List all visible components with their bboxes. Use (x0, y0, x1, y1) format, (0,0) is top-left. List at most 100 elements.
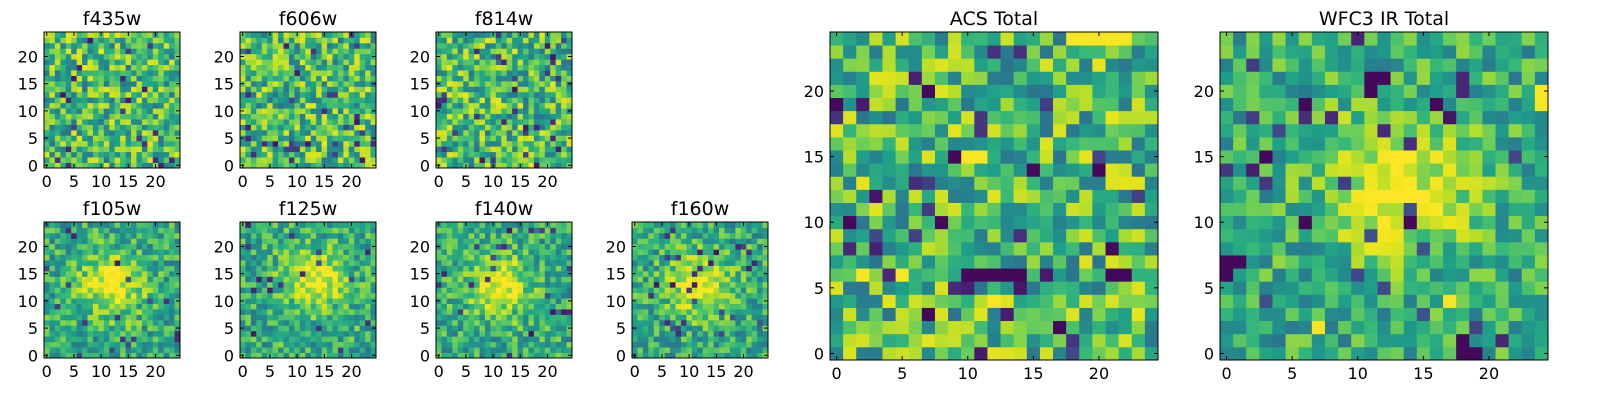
heatmap-cell (267, 37, 274, 44)
heatmap-cell (163, 227, 170, 234)
heatmap-cell (120, 70, 126, 76)
heatmap-cell (746, 352, 753, 359)
heatmap-cell (354, 276, 361, 283)
heatmap-cell (544, 64, 551, 71)
heatmap-cell (484, 86, 491, 93)
heatmap-cell (550, 309, 557, 315)
heatmap-cell (294, 265, 301, 272)
heatmap-cell (49, 124, 56, 131)
heatmap-cell (495, 32, 502, 38)
heatmap-cell (686, 287, 693, 294)
heatmap-cell (103, 292, 110, 299)
heatmap-cell (87, 151, 94, 158)
heatmap-cell (250, 59, 257, 66)
heatmap-cell (65, 309, 72, 315)
heatmap-cell (987, 176, 1001, 190)
heatmap-cell (152, 303, 159, 310)
heatmap-cell (169, 32, 175, 38)
heatmap-cell (670, 319, 676, 326)
heatmap-cell (539, 227, 546, 234)
heatmap-cell (533, 86, 540, 93)
heatmap-cell (528, 227, 535, 234)
heatmap-cell (71, 75, 78, 82)
heatmap-cell (490, 53, 497, 60)
heatmap-cell (528, 157, 535, 163)
heatmap-cell (713, 249, 720, 256)
heatmap-cell (87, 347, 94, 353)
heatmap-cell (245, 108, 252, 114)
heatmap-cell (65, 243, 72, 250)
heatmap-cell (1026, 176, 1041, 190)
heatmap-cell (125, 265, 132, 272)
heatmap-cell (474, 287, 480, 294)
heatmap-cell (702, 292, 709, 299)
heatmap-cell (71, 48, 78, 55)
heatmap-cell (256, 249, 263, 256)
heatmap-cell (691, 270, 698, 277)
heatmap-cell (283, 314, 290, 321)
heatmap-cell (316, 70, 322, 76)
heatmap-cell (539, 347, 546, 353)
heatmap-cell (240, 336, 246, 343)
heatmap-cell (762, 281, 769, 288)
heatmap-cell (245, 59, 252, 66)
heatmap-cell (746, 303, 753, 310)
heatmap-cell (653, 249, 660, 256)
heatmap-cell (169, 157, 175, 163)
heatmap-cell (65, 140, 72, 147)
heatmap-cell (354, 347, 361, 353)
heatmap-cell (120, 91, 126, 98)
heatmap-cell (120, 298, 126, 304)
heatmap-cell (71, 97, 78, 104)
heatmap-cell (131, 151, 137, 158)
heatmap-cell (261, 48, 268, 55)
heatmap-cell (490, 70, 497, 76)
heatmap-cell (141, 140, 148, 147)
heatmap-cell (131, 281, 137, 288)
heatmap-cell (539, 48, 546, 55)
heatmap-cell (354, 270, 361, 277)
heatmap-cell (278, 270, 284, 277)
heatmap-cell (141, 70, 148, 76)
heatmap-cell (724, 222, 731, 228)
heatmap-cell (555, 53, 562, 60)
heatmap-cell (114, 347, 121, 353)
heatmap-cell (288, 276, 295, 283)
heatmap-cell (484, 80, 491, 87)
heatmap-cell (163, 347, 170, 353)
heatmap-cell (506, 330, 513, 337)
heatmap-cell (103, 108, 110, 114)
heatmap-cell (337, 325, 344, 332)
heatmap-cell (283, 146, 290, 153)
heatmap-cell (642, 287, 649, 294)
heatmap-cell (675, 330, 682, 337)
heatmap-cell (272, 53, 279, 60)
heatmap-cell (1131, 241, 1146, 256)
heatmap-cell (708, 303, 714, 310)
heatmap-cell (697, 352, 704, 359)
heatmap-cell (71, 341, 78, 348)
heatmap-cell (365, 129, 371, 136)
heatmap-cell (1131, 176, 1146, 190)
heatmap-cell (44, 97, 50, 104)
heatmap-cell (359, 140, 366, 147)
heatmap-cell (1131, 215, 1146, 230)
heatmap-cell (288, 64, 295, 71)
heatmap-cell (163, 113, 170, 120)
heatmap-cell (348, 287, 355, 294)
heatmap-cell (294, 232, 301, 239)
heatmap-cell (245, 48, 252, 55)
heatmap-cell (452, 260, 459, 266)
heatmap-cell (702, 341, 709, 348)
heatmap-cell (359, 75, 366, 82)
heatmap-cell (245, 37, 252, 44)
heatmap-cell (316, 347, 322, 353)
heatmap-cell (648, 265, 655, 272)
heatmap-cell (152, 232, 159, 239)
heatmap-cell (637, 336, 644, 343)
heatmap-cell (321, 113, 328, 120)
y-tick-label: 0 (616, 346, 626, 365)
heatmap-cell (305, 352, 312, 359)
heatmap-cell (76, 336, 83, 343)
heatmap-cell (109, 270, 116, 277)
